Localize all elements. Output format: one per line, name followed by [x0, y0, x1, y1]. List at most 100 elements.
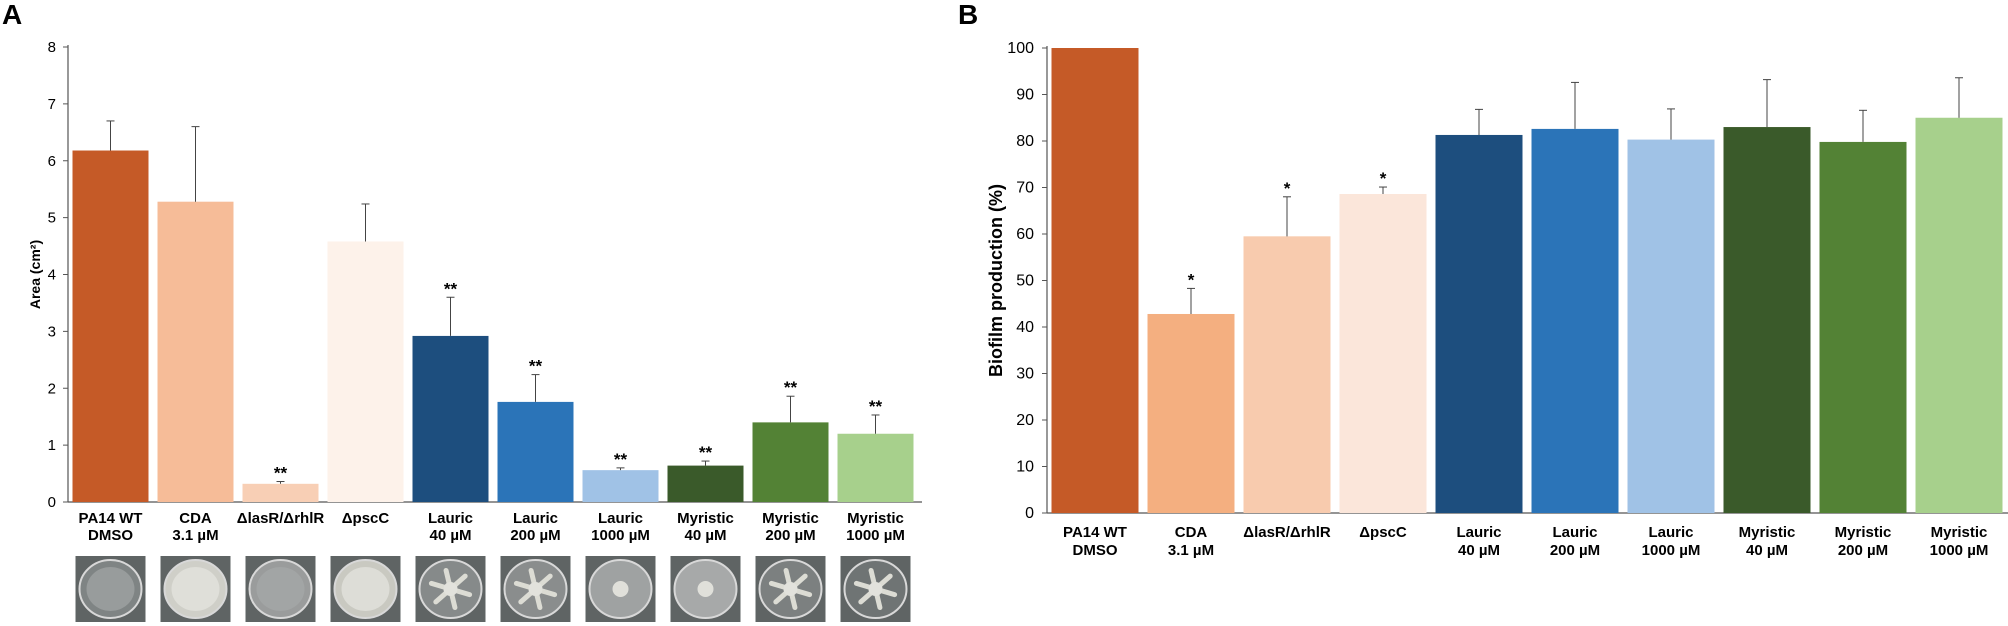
panel-b-category-label: DMSO: [1073, 542, 1118, 559]
panel-b-significance-4: *: [1380, 169, 1387, 188]
panel-a-category-label: PA14 WT: [79, 510, 143, 527]
panel-a-category-label: CDA: [179, 510, 212, 527]
panel-a-category-label: Lauric: [598, 510, 643, 527]
panel-b-category-label: 200 µM: [1838, 542, 1888, 559]
panel-b-y-axis-title: Biofilm production (%): [986, 184, 1006, 377]
panel-a-y-tick-label: 4: [48, 267, 56, 284]
panel-b-y-tick-label: 30: [1016, 366, 1034, 383]
panel-b-category-label: 40 µM: [1458, 542, 1500, 559]
colony-center: [528, 582, 543, 596]
panel-b-bar-10: [1915, 117, 2003, 513]
panel-a-category-label: 40 µM: [430, 527, 472, 544]
panel-b-letter: B: [958, 0, 978, 30]
panel-a-y-tick-label: 3: [48, 323, 56, 340]
panel-b-category-label: Myristic: [1835, 524, 1892, 541]
panel-a-bar-4: [327, 241, 404, 502]
panel-a-category-label: Lauric: [513, 510, 558, 527]
panel-a-y-tick-label: 8: [48, 39, 56, 56]
panel-a-plate-photo-1: [75, 556, 146, 622]
panel-b-category-label: 200 µM: [1550, 542, 1600, 559]
panel-a-plate-photo-5: [415, 556, 486, 622]
panel-b-y-tick-label: 10: [1016, 459, 1034, 476]
colony-spot: [612, 581, 629, 597]
panel-a-y-tick-label: 0: [48, 494, 56, 511]
panel-b-y-tick-label: 70: [1016, 180, 1034, 197]
panel-a-plate-photo-9: [755, 556, 826, 622]
panel-b-bar-1: [1051, 48, 1139, 513]
panel-b-significance-3: *: [1284, 179, 1291, 198]
swarm-film: [171, 567, 220, 611]
panel-b-category-label: ΔpscC: [1359, 524, 1407, 541]
panel-a-category-label: 40 µM: [685, 527, 727, 544]
panel-b-y-tick-label: 60: [1016, 226, 1034, 243]
panel-b-category-label: Myristic: [1931, 524, 1988, 541]
panel-a-significance-5: **: [444, 279, 458, 298]
colony-center: [443, 582, 458, 596]
panel-a-category-label: Myristic: [847, 510, 904, 527]
panel-b-y-tick-label: 50: [1016, 273, 1034, 290]
panel-a-y-axis-title: Area (cm²): [27, 240, 43, 309]
panel-b-category-label: ΔlasR/ΔrhlR: [1243, 524, 1331, 541]
panel-a-category-label: 1000 µM: [591, 527, 650, 544]
swarm-film: [256, 567, 305, 611]
panel-a-y-tick-label: 6: [48, 153, 56, 170]
panel-b-bar-9: [1819, 141, 1907, 513]
panel-a-letter: A: [2, 0, 22, 30]
panel-a-significance-3: **: [274, 464, 288, 483]
panel-b-significance-2: *: [1188, 270, 1195, 289]
panel-a-category-label: DMSO: [88, 527, 133, 544]
panel-b-category-label: CDA: [1175, 524, 1208, 541]
panel-a-category-label: ΔlasR/ΔrhlR: [237, 510, 325, 527]
panel-b-bar-3: [1243, 236, 1331, 513]
panel-b-category-label: Myristic: [1739, 524, 1796, 541]
panel-a-plate-photo-6: [500, 556, 571, 622]
panel-b-category-label: 40 µM: [1746, 542, 1788, 559]
panel-a-category-label: Myristic: [762, 510, 819, 527]
panel-a-plate-images: [75, 556, 911, 622]
colony-center: [783, 582, 798, 596]
panel-a-y-tick-label: 5: [48, 210, 56, 227]
panel-a-category-label: 1000 µM: [846, 527, 905, 544]
panel-a-significance-10: **: [869, 397, 883, 416]
panel-b-category-label: Lauric: [1552, 524, 1597, 541]
panel-a-bar-6: [497, 401, 574, 502]
panel-a-bar-1: [72, 150, 149, 502]
panel-b-y-tick-label: 90: [1016, 87, 1034, 104]
panel-a-category-label: Myristic: [677, 510, 734, 527]
panel-a-significance-8: **: [699, 443, 713, 462]
panel-b-bar-5: [1435, 134, 1523, 513]
swarm-film: [86, 567, 135, 611]
panel-a-category-label: 200 µM: [510, 527, 560, 544]
panel-a-y-tick-label: 1: [48, 437, 56, 454]
panel-a-category-label: 3.1 µM: [172, 527, 218, 544]
panel-a-significance-9: **: [784, 378, 798, 397]
panel-a-category-label: 200 µM: [765, 527, 815, 544]
panel-a-plate-photo-3: [245, 556, 316, 622]
panel-b-chart: Biofilm production (%) 0 10 20 30 40 50 60 70 80 9…: [986, 40, 2008, 559]
panel-a-significance-6: **: [529, 357, 543, 376]
panel-a-bar-9: [752, 422, 829, 502]
panel-b-bar-2: [1147, 313, 1235, 513]
panel-a-plate-photo-2: [160, 556, 231, 622]
panel-b-category-label: PA14 WT: [1063, 524, 1127, 541]
panel-b-bar-6: [1531, 128, 1619, 513]
panel-a-y-tick-label: 7: [48, 96, 56, 113]
panel-a-bar-8: [667, 465, 744, 502]
panel-a-bar-10: [837, 433, 914, 502]
panel-b-y-tick-label: 100: [1007, 40, 1034, 57]
panel-b-category-label: Lauric: [1456, 524, 1501, 541]
panel-a-bar-2: [157, 201, 234, 502]
panel-a-plate-photo-4: [330, 556, 401, 622]
panel-b-y-tick-label: 40: [1016, 319, 1034, 336]
panel-b-y-tick-label: 20: [1016, 412, 1034, 429]
panel-b-bar-7: [1627, 139, 1715, 514]
panel-a-bar-5: [412, 335, 489, 502]
panel-b-bar-4: [1339, 194, 1427, 513]
panel-b-bar-8: [1723, 127, 1811, 514]
panel-a-significance-7: **: [614, 450, 628, 469]
panel-a-bar-3: [242, 483, 319, 502]
panel-a-y-tick-label: 2: [48, 380, 56, 397]
panel-a-plate-photo-8: [670, 556, 741, 622]
